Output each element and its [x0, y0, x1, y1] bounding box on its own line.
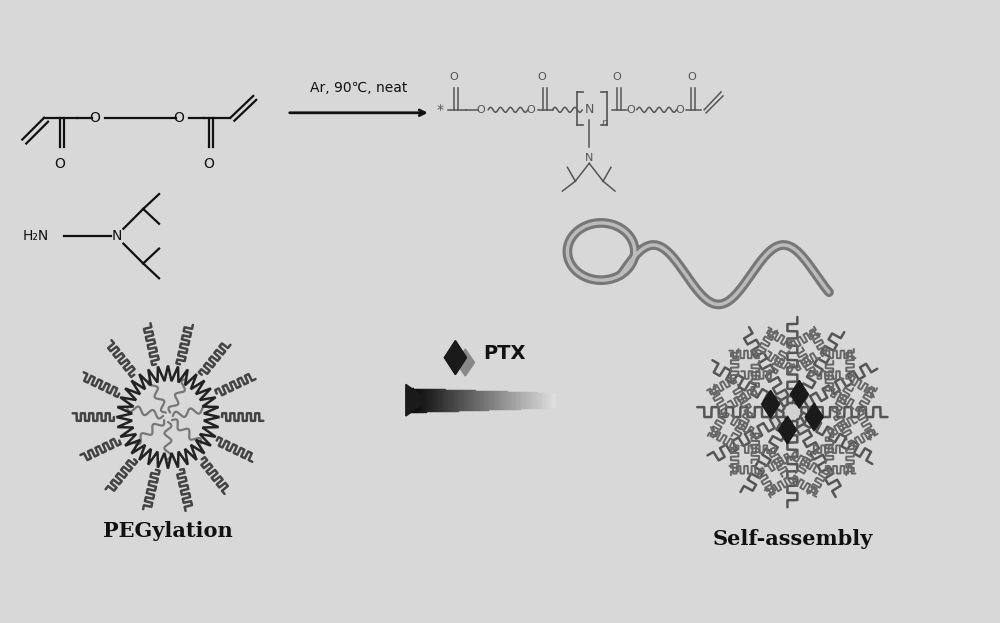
Text: N: N: [111, 229, 122, 243]
Text: O: O: [173, 111, 184, 125]
Text: O: O: [526, 105, 535, 115]
Text: n: n: [602, 118, 608, 128]
Text: N: N: [585, 103, 594, 117]
Text: PTX: PTX: [483, 344, 526, 363]
Polygon shape: [790, 381, 808, 408]
Text: O: O: [203, 158, 214, 171]
Text: O: O: [449, 72, 458, 82]
Polygon shape: [762, 390, 780, 418]
Text: O: O: [537, 72, 546, 82]
Text: N: N: [585, 153, 593, 163]
Text: O: O: [613, 72, 621, 82]
Text: O: O: [89, 111, 100, 125]
Text: Self-assembly: Self-assembly: [712, 529, 873, 549]
Circle shape: [772, 391, 813, 433]
Polygon shape: [444, 341, 466, 374]
Text: *: *: [437, 103, 444, 117]
Text: O: O: [675, 105, 684, 115]
Text: PEGylation: PEGylation: [103, 521, 233, 541]
Polygon shape: [778, 416, 796, 444]
Text: O: O: [477, 105, 486, 115]
Text: O: O: [687, 72, 696, 82]
Polygon shape: [456, 349, 475, 376]
Text: Ar, 90℃, neat: Ar, 90℃, neat: [310, 81, 407, 95]
Polygon shape: [406, 384, 428, 416]
Text: O: O: [626, 105, 635, 115]
Text: O: O: [55, 158, 65, 171]
Text: H₂N: H₂N: [22, 229, 49, 243]
Polygon shape: [805, 403, 823, 431]
